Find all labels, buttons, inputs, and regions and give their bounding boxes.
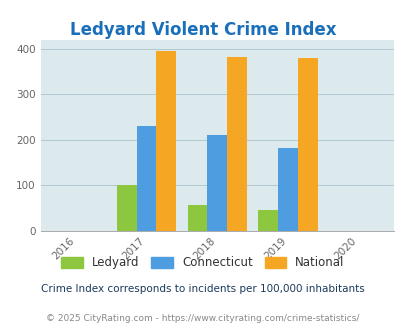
Bar (226, 57, 246, 231)
Legend: Ledyard, Connecticut, National: Ledyard, Connecticut, National (56, 252, 349, 274)
Bar (136, 126, 156, 231)
Bar (258, 211, 277, 231)
Text: Crime Index corresponds to incidents per 100,000 inhabitants: Crime Index corresponds to incidents per… (41, 284, 364, 294)
Text: Ledyard Violent Crime Index: Ledyard Violent Crime Index (70, 21, 335, 40)
Bar (297, 58, 317, 231)
Bar (117, 185, 136, 231)
Bar (156, 51, 176, 231)
Text: © 2025 CityRating.com - https://www.cityrating.com/crime-statistics/: © 2025 CityRating.com - https://www.city… (46, 314, 359, 323)
Bar (277, 148, 297, 231)
Bar (187, 205, 207, 231)
Bar (207, 135, 226, 231)
